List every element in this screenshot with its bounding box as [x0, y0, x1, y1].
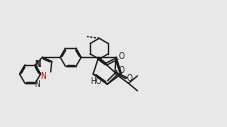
- Text: HO: HO: [89, 77, 101, 86]
- Text: N: N: [40, 72, 46, 81]
- Text: N: N: [34, 60, 40, 69]
- Text: O: O: [118, 66, 124, 75]
- Text: N: N: [34, 80, 40, 89]
- Text: O: O: [118, 52, 123, 61]
- Text: O: O: [126, 74, 132, 83]
- Text: N: N: [35, 60, 41, 69]
- Text: N: N: [114, 70, 120, 79]
